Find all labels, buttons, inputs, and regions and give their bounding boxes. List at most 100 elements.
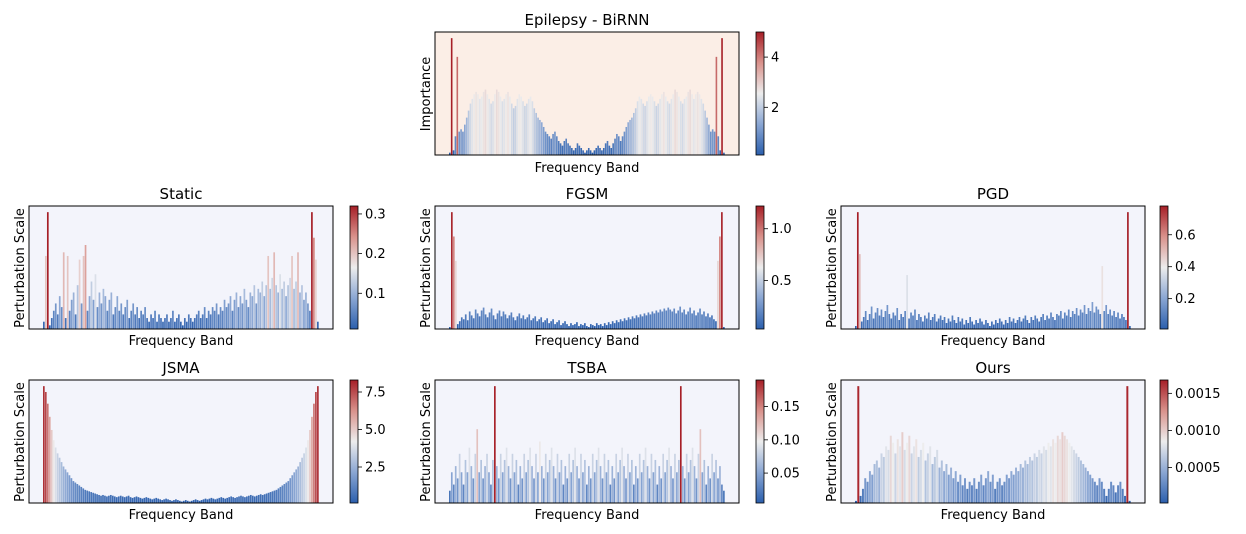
- tsba-bar: [658, 466, 661, 503]
- static-bar: [180, 321, 182, 329]
- top-bar: [450, 38, 453, 155]
- top-bar: [601, 150, 603, 155]
- panel-ours-frame: [840, 379, 1146, 504]
- jsma-bar: [135, 496, 138, 503]
- top-bar: [548, 136, 551, 155]
- tsba-bar: [621, 447, 623, 503]
- static-bar: [239, 296, 242, 329]
- static-colorbar-tick-label: 0.2: [365, 247, 386, 262]
- pgd-bar: [1065, 315, 1068, 329]
- tsba-bar: [619, 459, 621, 503]
- tsba-bar: [609, 484, 612, 503]
- ours-bar: [996, 481, 999, 503]
- ours-bar: [1114, 492, 1117, 503]
- pgd-bar: [870, 306, 873, 329]
- tsba-bar: [570, 472, 573, 503]
- static-bar: [229, 296, 232, 329]
- top-bar: [604, 143, 607, 155]
- pgd-bar: [856, 212, 859, 329]
- static-bar: [259, 292, 262, 329]
- fgsm-bar: [631, 316, 634, 329]
- panel-fgsm-colorbar-ticks: 0.5 1.0: [764, 222, 792, 289]
- top-bar: [619, 140, 622, 155]
- top-bar: [687, 91, 690, 155]
- static-bar: [100, 303, 103, 329]
- panel-tsba: TSBA Frequency Band Perturbation Scale 0…: [419, 359, 800, 523]
- jsma-bar: [196, 500, 199, 503]
- jsma-bar: [58, 457, 61, 503]
- top-bar: [616, 133, 618, 155]
- top-bar: [700, 98, 703, 155]
- tsba-bar: [656, 484, 659, 503]
- static-bar: [219, 307, 222, 329]
- top-bar: [683, 98, 686, 155]
- static-bar: [299, 292, 301, 329]
- tsba-bar: [701, 472, 704, 503]
- pgd-bar: [1067, 309, 1070, 329]
- tsba-bar: [519, 466, 522, 503]
- jsma-bar: [242, 496, 244, 503]
- jsma-bar: [261, 494, 264, 503]
- pgd-bar: [998, 318, 1001, 329]
- fgsm-bar: [629, 319, 632, 329]
- fgsm-bar: [572, 325, 574, 330]
- ours-bar: [912, 446, 915, 503]
- top-bar: [629, 119, 631, 155]
- fgsm-bar: [639, 314, 642, 329]
- static-bar: [76, 285, 79, 329]
- tsba-bar: [511, 453, 514, 503]
- tsba-bar: [523, 453, 526, 503]
- top-colorbar-tick-label: 4: [771, 51, 779, 66]
- static-bar: [247, 307, 250, 329]
- panel-top: Epilepsy - BiRNN Frequency Band Importan…: [419, 11, 779, 176]
- static-bar: [311, 212, 313, 329]
- jsma-bar: [68, 475, 71, 503]
- top-bar: [674, 89, 676, 155]
- pgd-bar: [876, 308, 879, 329]
- top-bar: [550, 138, 552, 155]
- tsba-bar: [629, 472, 631, 503]
- static-bar: [70, 299, 73, 329]
- panel-pgd-title: PGD: [977, 185, 1009, 203]
- top-bar: [642, 103, 644, 155]
- ours-bar: [998, 478, 1001, 503]
- tsba-bar: [507, 466, 510, 503]
- static-bar: [191, 321, 194, 329]
- static-bar: [110, 292, 113, 329]
- pgd-bar: [1083, 305, 1086, 329]
- top-bar: [582, 150, 584, 155]
- jsma-bar: [301, 457, 303, 503]
- fgsm-bar: [637, 317, 640, 329]
- jsma-bar: [139, 497, 142, 503]
- fgsm-bar: [641, 316, 644, 329]
- top-bar: [456, 56, 459, 155]
- fgsm-bar: [677, 310, 680, 329]
- tsba-bar: [474, 453, 477, 503]
- jsma-bar: [78, 485, 81, 503]
- jsma-colorbar-tick-label: 5.0: [365, 423, 386, 438]
- static-bar: [225, 307, 228, 329]
- top-bar: [666, 101, 669, 155]
- fgsm-bar: [661, 311, 664, 329]
- static-bar: [281, 288, 283, 329]
- jsma-bar: [127, 495, 130, 503]
- pgd-bar: [884, 311, 887, 329]
- pgd-bar: [1038, 321, 1041, 329]
- pgd-bar: [918, 314, 920, 329]
- fgsm-bar: [554, 324, 556, 329]
- panel-fgsm: FGSM Frequency Band Perturbation Scale 0…: [419, 185, 792, 349]
- top-bar: [689, 89, 691, 155]
- top-bar: [524, 105, 526, 155]
- tsba-bar: [683, 478, 686, 503]
- top-bar: [533, 108, 536, 155]
- panel-static-frame: [28, 205, 334, 330]
- jsma-bar: [279, 486, 282, 503]
- pgd-bar: [1117, 312, 1119, 329]
- jsma-bar: [202, 499, 205, 503]
- static-bar: [185, 321, 188, 329]
- ours-bar: [1119, 481, 1122, 503]
- ours-bar: [982, 485, 985, 503]
- static-bar: [187, 314, 190, 329]
- ours-bar: [1124, 495, 1127, 503]
- tsba-bar: [452, 484, 455, 503]
